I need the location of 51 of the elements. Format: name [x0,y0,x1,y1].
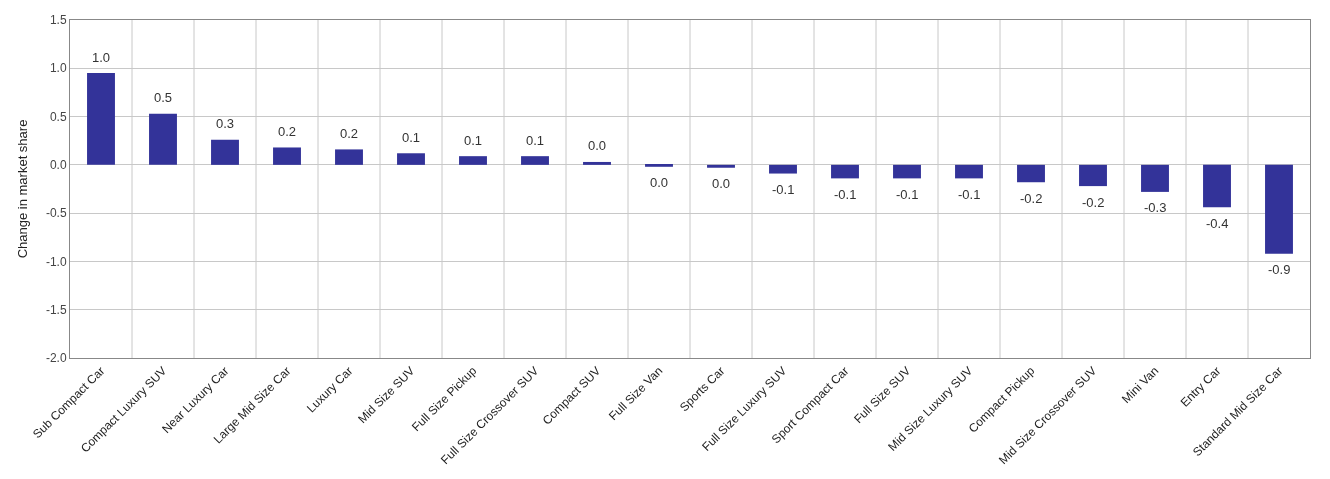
bar [459,156,487,165]
data-label: -0.9 [1268,262,1291,277]
data-label: -0.1 [834,187,857,202]
data-label: -0.1 [896,187,919,202]
data-label: 0.1 [464,133,483,148]
bar [149,113,177,165]
data-label: -0.4 [1206,216,1229,231]
data-label: 0.0 [588,138,607,153]
data-label: 0.2 [340,126,359,141]
data-label: 1.0 [92,50,111,65]
data-label: -0.3 [1144,200,1167,215]
bar [1017,164,1045,183]
y-tick-label: -2.0 [45,351,67,366]
y-tick-label: 1.5 [49,13,67,28]
bar [521,156,549,165]
bar [769,164,797,174]
bar [1203,164,1231,208]
data-label: -0.1 [958,187,981,202]
x-tick-label: Mini Van [1119,363,1162,407]
data-label: 0.0 [712,176,731,191]
bar [397,153,425,165]
y-tick-label: 1.0 [49,61,67,76]
y-axis-title: Change in market share [14,119,30,259]
bar [583,161,611,165]
bar [1079,164,1107,187]
y-tick-label: 0.0 [49,158,67,173]
y-tick-label: -0.5 [45,206,67,221]
bar [1141,164,1169,192]
bar [335,149,363,165]
bar [893,164,921,179]
bar [955,164,983,179]
bar [87,73,115,165]
bar [273,147,301,165]
data-label: 0.0 [650,175,669,190]
bar [645,164,673,167]
data-label: 0.3 [216,116,235,131]
data-label: 0.1 [526,133,545,148]
data-label: 0.2 [278,124,297,139]
bar [1265,164,1293,254]
y-tick-label: -1.5 [45,302,67,317]
data-label: 0.5 [154,90,173,105]
y-tick-label: -1.0 [45,254,67,269]
data-label: -0.2 [1082,195,1105,210]
data-label: -0.2 [1020,191,1043,206]
bar [211,139,239,165]
data-label: 0.1 [402,130,421,145]
bar [831,164,859,179]
data-label: -0.1 [772,182,795,197]
x-tick-label: Full Size Van [606,363,666,424]
bar [707,164,735,168]
y-tick-label: 0.5 [49,109,67,124]
